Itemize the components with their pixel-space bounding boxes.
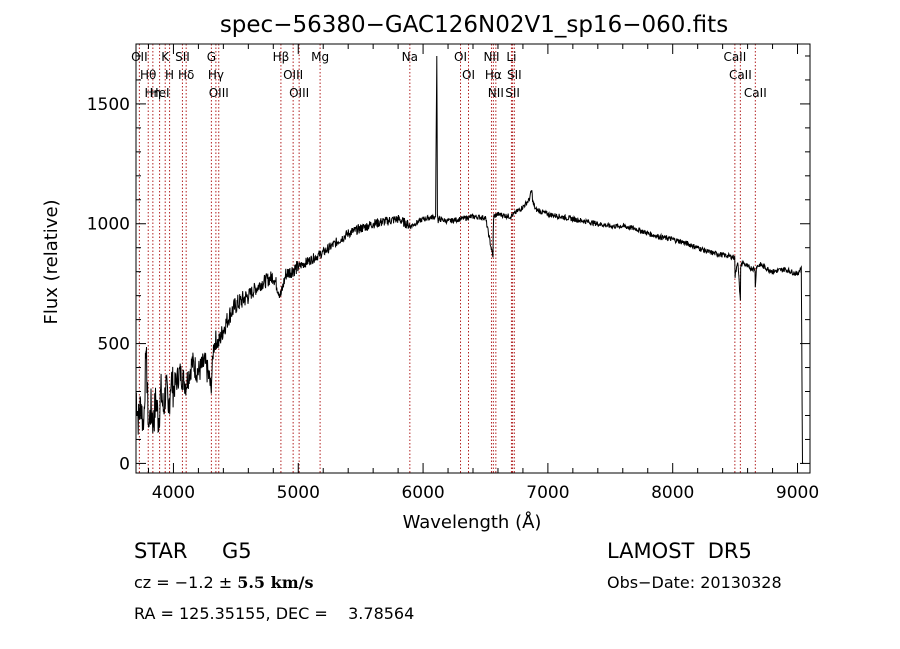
x-axis: 4000 5000 6000 7000 8000 9000 — [147, 44, 819, 503]
line-label: HeI — [150, 86, 170, 100]
line-label: K — [161, 50, 170, 64]
line-label: OI — [462, 68, 475, 82]
redshift-line: cz = −1.2 ± 5.5 km/s — [134, 573, 313, 592]
line-label: NII — [488, 86, 504, 100]
line-label: Hη — [145, 86, 162, 100]
line-label: SII — [175, 50, 190, 64]
line-label: Hδ — [178, 68, 194, 82]
y-tick-label: 1000 — [87, 215, 130, 235]
chart-title: spec−56380−GAC126N02V1_sp16−060.fits — [220, 12, 728, 38]
x-axis-label: Wavelength (Å) — [403, 511, 542, 533]
line-label: CaII — [729, 68, 752, 82]
x-tick-label: 9000 — [776, 483, 819, 503]
x-tick-label: 7000 — [526, 483, 569, 503]
line-label: NII — [483, 50, 499, 64]
observation-date: Obs−Date: 20130328 — [607, 573, 782, 592]
line-label: OII — [131, 50, 148, 64]
line-label: OIII — [289, 86, 309, 100]
line-label: H — [165, 68, 174, 82]
line-label: SII — [507, 68, 522, 82]
line-label: G — [207, 50, 216, 64]
redshift-prefix: cz = −1.2 ± — [134, 573, 238, 592]
line-label: OIII — [283, 68, 303, 82]
spectrum-line — [135, 55, 804, 464]
y-axis: 0 500 1000 1500 — [87, 55, 810, 474]
line-label: Hβ — [273, 50, 290, 64]
axes-frame — [135, 43, 811, 474]
line-label: Hθ — [140, 68, 156, 82]
line-label: OIII — [209, 86, 229, 100]
line-label: CaII — [723, 50, 746, 64]
line-label: Hα — [485, 68, 502, 82]
coordinates: RA = 125.35155, DEC = 3.78564 — [134, 604, 415, 623]
line-label: SII — [505, 86, 520, 100]
x-tick-label: 5000 — [277, 483, 320, 503]
y-axis-label: Flux (relative) — [41, 199, 62, 324]
line-label: Mg — [311, 50, 329, 64]
line-label: Na — [402, 50, 418, 64]
line-label: Li — [506, 50, 516, 64]
x-tick-label: 4000 — [152, 483, 195, 503]
y-tick-label: 1500 — [87, 95, 130, 115]
y-tick-label: 0 — [119, 454, 130, 474]
line-label: OI — [454, 50, 467, 64]
redshift-value: 5.5 km/s — [237, 573, 314, 592]
series-layer — [135, 55, 804, 464]
line-label: Hγ — [208, 68, 224, 82]
line-label: CaII — [744, 86, 767, 100]
x-tick-label: 8000 — [651, 483, 694, 503]
x-tick-label: 6000 — [401, 483, 444, 503]
survey-release: LAMOST DR5 — [607, 539, 752, 563]
y-tick-label: 500 — [98, 335, 130, 355]
object-subclass: G5 — [222, 539, 252, 563]
line-markers — [138, 44, 756, 473]
object-class: STAR — [134, 539, 188, 563]
